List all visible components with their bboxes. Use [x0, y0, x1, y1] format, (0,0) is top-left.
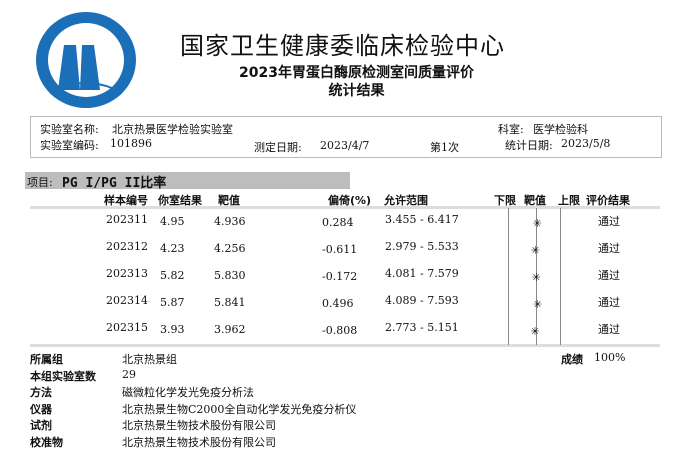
result-cell: 4.23 [160, 242, 185, 255]
bias-marker: ✳ [530, 244, 540, 257]
header-lower: 下限 [494, 194, 516, 207]
range-cell: 4.081 - 7.579 [385, 267, 459, 280]
instrument-value: 北京热景生物C2000全自动化学发光免疫分析仪 [122, 402, 357, 416]
item-label: 项目: [27, 176, 53, 189]
table-bottom-divider [30, 344, 660, 347]
range-cell: 2.979 - 5.533 [385, 240, 459, 253]
target-cell: 5.830 [214, 269, 246, 282]
sample-id-cell: 202315 [106, 321, 148, 334]
target-cell: 4.936 [214, 215, 246, 228]
method-label: 方法 [30, 386, 52, 399]
bias-cell: 0.496 [322, 297, 354, 310]
eval-cell: 通过 [598, 215, 620, 228]
bias-cell: -0.808 [322, 324, 358, 337]
header-target: 靶值 [218, 194, 240, 207]
test-date-label: 测定日期: [254, 141, 302, 154]
reagent-label: 试剂 [30, 419, 52, 432]
lab-code: 101896 [110, 137, 152, 150]
reagent-value: 北京热景生物技术股份有限公司 [122, 419, 276, 432]
eval-cell: 通过 [598, 269, 620, 282]
target-line [536, 208, 537, 345]
stat-date: 2023/5/8 [561, 137, 611, 150]
instrument-label: 仪器 [30, 402, 52, 416]
result-cell: 5.87 [160, 296, 185, 309]
header-target-mark: 靶值 [524, 194, 546, 207]
eval-cell: 通过 [598, 296, 620, 309]
range-cell: 2.773 - 5.151 [385, 321, 459, 334]
method-value: 磁微粒化学发光免疫分析法 [122, 386, 254, 399]
report-subtitle: 统计结果 [328, 83, 385, 99]
result-cell: 4.95 [160, 215, 185, 228]
dept-label: 科室: [498, 123, 524, 136]
sample-id-cell: 202314 [106, 294, 148, 307]
count-label: 本组实验室数 [30, 369, 96, 383]
lab-code-label: 实验室编码: [40, 139, 99, 152]
group-value: 北京热景组 [122, 353, 177, 366]
bias-cell: -0.172 [322, 270, 358, 283]
nccl-logo [36, 12, 136, 108]
range-cell: 3.455 - 6.417 [385, 213, 459, 226]
upper-limit-line [560, 208, 561, 345]
eval-cell: 通过 [598, 323, 620, 336]
dept: 医学检验科 [533, 123, 588, 136]
range-cell: 4.089 - 7.593 [385, 294, 459, 307]
calibrator-value: 北京热景生物技术股份有限公司 [122, 435, 276, 449]
bias-marker: ✳ [530, 325, 540, 338]
report-title: 2023年胃蛋白酶原检测室间质量评价 [239, 65, 474, 81]
score: 100% [594, 351, 626, 364]
lower-limit-line [508, 208, 509, 345]
lab-name-label: 实验室名称: [40, 123, 99, 136]
group-label: 所属组 [30, 353, 63, 366]
bias-marker: ✳ [532, 298, 543, 311]
sample-id-cell: 202312 [106, 240, 148, 253]
stat-date-label: 统计日期: [505, 139, 553, 152]
header-upper: 上限 [558, 194, 580, 207]
calibrator-label: 校准物 [30, 435, 63, 449]
header-eval: 评价结果 [586, 194, 630, 207]
test-date: 2023/4/7 [320, 139, 370, 152]
header-result: 你室结果 [158, 194, 202, 207]
bias-cell: 0.284 [322, 216, 354, 229]
lab-name: 北京热景医学检验实验室 [112, 123, 233, 136]
header-divider [30, 206, 660, 209]
target-cell: 4.256 [214, 242, 246, 255]
result-cell: 3.93 [160, 323, 185, 336]
header-range: 允许范围 [384, 194, 428, 207]
bias-cell: -0.611 [322, 243, 358, 256]
org-title: 国家卫生健康委临床检验中心 [180, 32, 505, 60]
eval-cell: 通过 [598, 242, 620, 255]
item-name: PG I/PG II比率 [62, 176, 167, 191]
target-cell: 5.841 [214, 296, 246, 309]
sample-id-cell: 202313 [106, 267, 148, 280]
result-cell: 5.82 [160, 269, 185, 282]
lab-info-box [30, 116, 662, 158]
header-sample-id: 样本编号 [104, 194, 148, 207]
round: 第1次 [430, 141, 459, 154]
bias-marker: ✳ [532, 217, 542, 230]
item-bar: 项目: PG I/PG II比率 [25, 172, 350, 191]
header-bias: 偏倚(%) [328, 194, 372, 207]
count-value: 29 [122, 367, 136, 381]
sample-id-cell: 202311 [106, 213, 148, 226]
bias-marker: ✳ [531, 271, 541, 284]
target-cell: 3.962 [214, 323, 246, 336]
score-label: 成绩 [561, 353, 583, 366]
